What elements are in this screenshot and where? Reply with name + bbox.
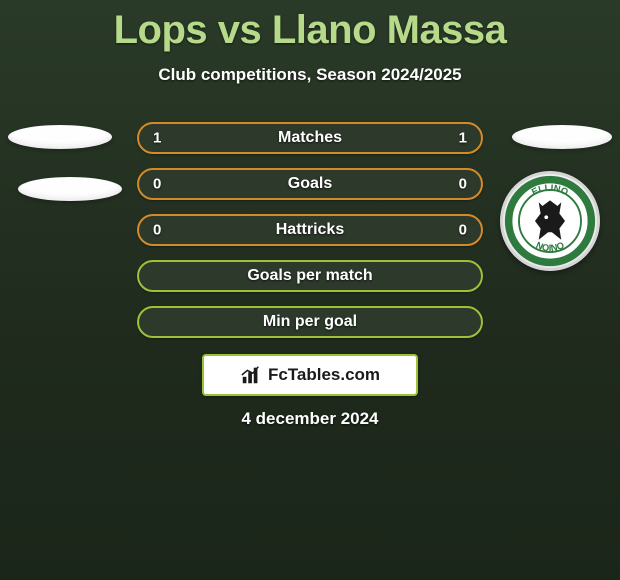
stat-row-goals: 0 Goals 0 xyxy=(137,168,483,200)
right-shadow-ellipse-1 xyxy=(512,125,612,149)
brand-box[interactable]: FcTables.com xyxy=(202,354,418,396)
stat-left-value: 0 xyxy=(153,176,161,193)
stat-right-value: 0 xyxy=(459,222,467,239)
bar-chart-icon xyxy=(240,364,262,386)
date-text: 4 december 2024 xyxy=(0,409,620,429)
brand-text: FcTables.com xyxy=(268,365,380,385)
stat-row-matches: 1 Matches 1 xyxy=(137,122,483,154)
stat-label: Hattricks xyxy=(276,221,344,239)
subtitle: Club competitions, Season 2024/2025 xyxy=(0,65,620,85)
club-badge-svg: ELLINO NOINO xyxy=(503,174,597,268)
stat-row-goals-per-match: Goals per match xyxy=(137,260,483,292)
stat-label: Goals xyxy=(288,175,332,193)
stat-label: Goals per match xyxy=(247,267,372,285)
stat-right-value: 0 xyxy=(459,176,467,193)
stat-row-min-per-goal: Min per goal xyxy=(137,306,483,338)
left-shadow-ellipse-1 xyxy=(8,125,112,149)
stat-label: Min per goal xyxy=(263,313,357,331)
page-title: Lops vs Llano Massa xyxy=(0,0,620,53)
left-shadow-ellipse-2 xyxy=(18,177,122,201)
stats-table: 1 Matches 1 0 Goals 0 0 Hattricks 0 Goal… xyxy=(137,122,483,352)
stat-left-value: 1 xyxy=(153,130,161,147)
stat-row-hattricks: 0 Hattricks 0 xyxy=(137,214,483,246)
stat-label: Matches xyxy=(278,129,342,147)
stat-left-value: 0 xyxy=(153,222,161,239)
stat-right-value: 1 xyxy=(459,130,467,147)
club-badge: ELLINO NOINO xyxy=(500,171,600,271)
